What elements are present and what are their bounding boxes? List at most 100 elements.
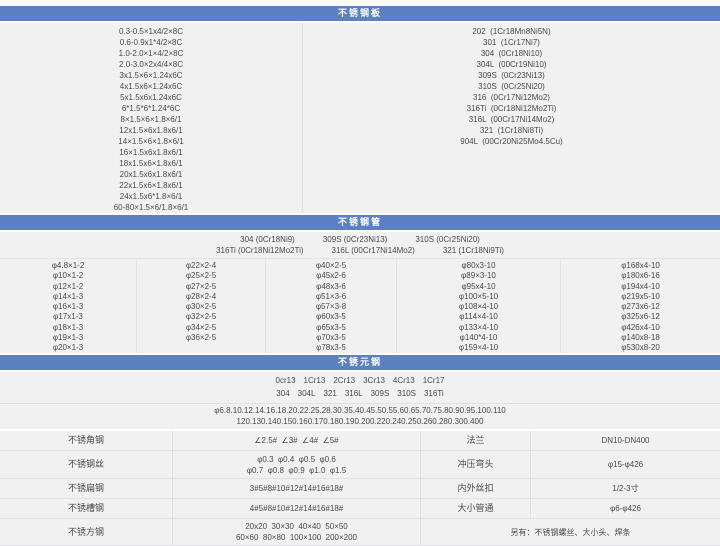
pipe-grades-line1: 304 (0Cr18Ni9) 309S (0Cr23Ni13) 310S (0Cr2… xyxy=(0,234,720,245)
pipe-size-item: φ65x3-5 xyxy=(316,322,346,332)
round-grade-item: 1Cr13 xyxy=(303,376,326,385)
additional-products-note: 另有：不锈钢螺丝、大小头、焊条 xyxy=(420,519,720,545)
plate-grade-item: 316 (0Cr17Ni12Mo2) xyxy=(473,93,550,102)
pipe-size-item: φ4.8×1-2 xyxy=(51,261,85,270)
table-row: 不锈扁钢 3#5#8#10#12#14#16#18# 内外丝扣 1/2-3寸 xyxy=(0,479,720,499)
plate-size-item: 1.0-2.0×1×4/2×8C xyxy=(118,49,184,58)
plate-size-item: 24x1.5x6*1.8×6/1 xyxy=(119,192,183,201)
pipe-size-item: φ20×1-3 xyxy=(52,343,84,353)
row-value-line2: φ0.7 φ0.8 φ0.9 φ1.0 φ1.5 xyxy=(246,465,347,475)
pipe-size-item: φ159×4-10 xyxy=(458,343,499,353)
bottom-table: 不锈角钢 ∠2.5# ∠3# ∠4# ∠5# 法兰 DN10-DN400 不锈钢… xyxy=(0,429,720,546)
row-value-line1: φ0.3 φ0.4 φ0.5 φ0.6 xyxy=(257,454,336,464)
pipe-size-item: φ140*4-10 xyxy=(459,333,498,343)
pipe-size-column-2: φ22×2-4 φ25×2-5 φ27×2-5 φ28×2-4 φ30×2-5 φ32×2… xyxy=(136,259,265,353)
row-value-2: φ6-φ426 xyxy=(530,499,720,518)
pipe-size-item: φ60x3-5 xyxy=(316,312,346,322)
pipe-grades-band: 304 (0Cr18Ni9) 309S (0Cr23Ni13) 310S (0Cr2… xyxy=(0,232,720,259)
row-label: 不锈槽钢 xyxy=(67,503,104,513)
round-grade-item: 316Ti xyxy=(423,388,444,398)
pipe-size-item: φ180x6-16 xyxy=(621,271,660,281)
row-label-2: 大小管通 xyxy=(420,499,530,518)
row-label: 不锈钢丝 xyxy=(67,459,104,469)
pipe-size-item: φ133×4-10 xyxy=(458,322,499,332)
pipe-size-column-5: φ168x4-10 φ180x6-16 φ194x4-10 φ219x5-10 φ273… xyxy=(560,259,720,353)
round-grade-item: 3Cr13 xyxy=(363,376,385,385)
pipe-size-item: φ70x3-5 xyxy=(316,333,346,343)
row-value-2: DN10-DN400 xyxy=(530,431,720,450)
round-grade-item: 304L xyxy=(297,388,316,398)
pipe-size-item: φ51×3-6 xyxy=(315,291,347,301)
pipe-size-item: φ100×5-10 xyxy=(458,291,499,301)
divider xyxy=(0,370,720,372)
round-grades-band: 0cr13 1Cr13 2Cr13 3Cr13 4Cr13 1Cr17 304 304L 32… xyxy=(0,372,720,404)
row-label: 不锈扁钢 xyxy=(67,483,104,493)
round-sizes-line1: φ6.8.10.12.14.16.18.20.22.25.28.30.35.40… xyxy=(214,406,506,415)
round-sizes-band: φ6.8.10.12.14.16.18.20.22.25.28.30.35.40… xyxy=(0,404,720,429)
plate-grade-item: 301 (1Cr17Ni7) xyxy=(483,38,540,47)
row-value-line1: 20x20 30×30 40×40 50×50 xyxy=(245,522,348,531)
row-value: 4#5#8#10#12#14#16#18# xyxy=(172,499,420,518)
pipe-grade-item: 321 (1Cr18Ni9Ti) xyxy=(442,246,504,255)
pipe-size-item: φ95x4-10 xyxy=(461,281,496,291)
pipe-size-item: φ80x3-10 xyxy=(461,261,496,270)
plate-size-item: 18x1.5x6×1.8x6/1 xyxy=(119,159,183,168)
round-grade-item: 309S xyxy=(370,388,390,398)
pipe-size-item: φ273x6-12 xyxy=(621,302,660,312)
table-row: 不锈方钢 20x20 30×30 40×40 50×50 60×60 80×80… xyxy=(0,519,720,546)
pipe-section-header: 不锈钢管 xyxy=(0,215,720,230)
round-section-header: 不锈元钢 xyxy=(0,355,720,370)
pipe-size-item: φ89×3-10 xyxy=(461,271,496,281)
plate-grade-item: 304 (0Cr18Ni10) xyxy=(480,49,543,58)
pipe-size-item: φ14×1-3 xyxy=(52,291,84,301)
plate-size-item: 20x1.5x6x1.8x6/1 xyxy=(119,170,183,179)
plate-size-item: 8×1.5×6×1.8×6/1 xyxy=(120,115,182,124)
pipe-size-item: φ48x3-6 xyxy=(316,281,346,291)
plate-grade-item: 304L (00Cr19Ni10) xyxy=(476,60,547,69)
plate-grade-item: 321 (1Cr18Ni8Ti) xyxy=(479,126,544,135)
pipe-size-grid: φ4.8×1-2 φ10×1-2 φ12×1-2 φ14×1-3 φ16×1-3 φ17x… xyxy=(0,259,720,353)
pipe-size-item: φ325x6-12 xyxy=(621,312,660,322)
plate-size-item: 0.6-0.9x1*4/2×8C xyxy=(119,38,183,47)
round-grade-item: 0cr13 xyxy=(275,376,296,385)
divider xyxy=(0,230,720,232)
plate-grade-list: 202 (1Cr18Mn8Ni5N) 301 (1Cr17Ni7) 304 (0Cr… xyxy=(303,23,720,213)
row-value: 20x20 30×30 40×40 50×50 60×60 80×80 100×… xyxy=(172,519,420,545)
pipe-size-item: φ17x1-3 xyxy=(53,312,83,322)
round-grades-line2: 304 304L 321 316L 309S 310S 316Ti xyxy=(0,388,720,401)
plate-section-header: 不锈钢板 xyxy=(0,6,720,21)
pipe-size-item: φ78x3-5 xyxy=(316,343,346,353)
plate-size-item: 60-80×1.5×6/1.8×6/1 xyxy=(113,203,189,212)
pipe-grade-item: 309S (0Cr23Ni13) xyxy=(322,235,388,244)
pipe-size-item: φ16×1-3 xyxy=(52,302,84,312)
pipe-size-item: φ22×2-4 xyxy=(185,261,217,270)
pipe-size-column-4: φ80x3-10 φ89×3-10 φ95x4-10 φ100×5-10 φ108×4-… xyxy=(396,259,560,353)
pipe-size-item: φ194x4-10 xyxy=(621,281,660,291)
pipe-size-item: φ30×2-5 xyxy=(185,302,217,312)
pipe-grade-item: 304 (0Cr18Ni9) xyxy=(240,235,295,244)
plate-grade-item: 310S (0Cr25Ni20) xyxy=(478,82,545,91)
pipe-size-item: φ12×1-2 xyxy=(52,281,84,291)
top-margin xyxy=(0,0,720,6)
round-grade-item: 304 xyxy=(276,388,290,398)
plate-size-item: 14×1.5×6×1.8×6/1 xyxy=(118,137,184,146)
pipe-size-item: φ57×3-8 xyxy=(315,302,347,312)
pipe-grades-line2: 316Ti (0Cr18Ni12Mo2Ti) 316L (00Cr17Ni14Mo… xyxy=(0,245,720,256)
round-grade-item: 316L xyxy=(344,388,363,398)
table-row: 不锈槽钢 4#5#8#10#12#14#16#18# 大小管通 φ6-φ426 xyxy=(0,499,720,519)
row-value-2: φ15-φ426 xyxy=(530,451,720,478)
pipe-size-column-1: φ4.8×1-2 φ10×1-2 φ12×1-2 φ14×1-3 φ16×1-3 φ17x… xyxy=(0,259,136,353)
plate-grade-item: 316L (00Cr17Ni14Mo2) xyxy=(468,115,555,124)
pipe-size-item: φ36×2-5 xyxy=(185,333,217,343)
plate-grade-item: 309S (0Cr23Ni13) xyxy=(478,71,545,80)
plate-size-item: 0.3-0.5×1x4/2×8C xyxy=(118,27,184,36)
pipe-size-item: φ114×4-10 xyxy=(459,312,498,322)
pipe-size-item: φ168x4-10 xyxy=(621,261,660,270)
row-label: 不锈方钢 xyxy=(67,526,104,537)
pipe-size-item: φ18×1-3 xyxy=(52,322,84,332)
pipe-size-item: φ28×2-4 xyxy=(185,291,217,301)
round-grade-item: 310S xyxy=(397,388,416,398)
row-value: 3#5#8#10#12#14#16#18# xyxy=(172,479,420,498)
round-grade-item: 4Cr13 xyxy=(392,376,415,385)
plate-grade-item: 904L (00Cr20Ni25Mo4.5Cu) xyxy=(460,137,563,146)
